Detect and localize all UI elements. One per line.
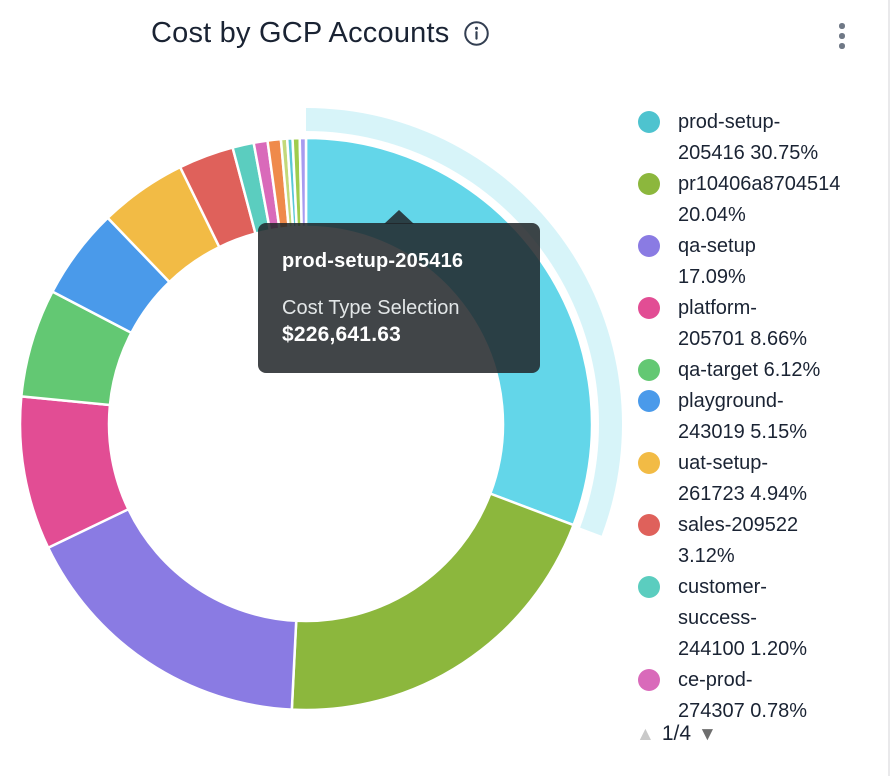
page-title: Cost by GCP Accounts bbox=[151, 17, 450, 49]
legend-item-prod-setup-205416[interactable]: prod-setup- 205416 30.75% bbox=[638, 107, 888, 169]
legend-list: prod-setup- 205416 30.75% pr10406a8704514 2… bbox=[638, 107, 888, 722]
legend-swatch bbox=[638, 173, 660, 195]
pie-slice-pr10406a8704514[interactable] bbox=[290, 492, 575, 712]
info-circle-icon bbox=[464, 21, 490, 46]
legend-item-sales-209522[interactable]: sales-209522 3.12% bbox=[638, 510, 888, 572]
legend-pagination: ▲ 1/4 ▼ bbox=[636, 722, 717, 746]
legend-label: customer-success- 244100 1.20% bbox=[678, 576, 808, 660]
donut-chart[interactable] bbox=[0, 0, 640, 776]
legend-swatch bbox=[638, 514, 660, 536]
legend-item-customer-success-244100[interactable]: customer-success- 244100 1.20% bbox=[638, 572, 888, 665]
tooltip-value: $226,641.63 bbox=[282, 323, 401, 346]
legend-swatch bbox=[638, 669, 660, 691]
legend-page-up-icon[interactable]: ▲ bbox=[636, 723, 655, 745]
legend-item-qa-target[interactable]: qa-target 6.12% bbox=[638, 355, 888, 386]
legend-label: ce-prod- 274307 0.78% bbox=[678, 669, 808, 722]
legend-item-playground-243019[interactable]: playground- 243019 5.15% bbox=[638, 386, 888, 448]
legend-label: qa-target 6.12% bbox=[678, 359, 821, 381]
legend-label: uat-setup- 261723 4.94% bbox=[678, 452, 808, 505]
pie-slice-other-5[interactable] bbox=[298, 136, 308, 229]
legend-label: qa-setup 17.09% bbox=[678, 235, 756, 288]
legend-label: platform- 205701 8.66% bbox=[678, 297, 808, 350]
widget-header: Cost by GCP Accounts bbox=[151, 17, 490, 50]
legend-swatch bbox=[638, 359, 660, 381]
kebab-menu-icon bbox=[839, 33, 845, 39]
chart-tooltip: prod-setup-205416 Cost Type Selection $2… bbox=[258, 210, 540, 373]
chart-legend: prod-setup- 205416 30.75% pr10406a8704514 2… bbox=[638, 107, 888, 722]
legend-swatch bbox=[638, 235, 660, 257]
legend-swatch bbox=[638, 111, 660, 133]
legend-swatch bbox=[638, 297, 660, 319]
legend-label: pr10406a8704514 20.04% bbox=[678, 173, 841, 226]
legend-item-uat-setup-261723[interactable]: uat-setup- 261723 4.94% bbox=[638, 448, 888, 510]
kebab-menu-icon bbox=[839, 43, 845, 49]
legend-label: prod-setup- 205416 30.75% bbox=[678, 111, 819, 164]
legend-page-indicator: 1/4 bbox=[661, 722, 692, 745]
legend-swatch bbox=[638, 452, 660, 474]
legend-label: sales-209522 3.12% bbox=[678, 514, 799, 567]
pie-slice-qa-setup[interactable] bbox=[46, 507, 298, 711]
legend-page-down-icon[interactable]: ▼ bbox=[698, 723, 717, 745]
tooltip-series-label: Cost Type Selection bbox=[282, 297, 460, 319]
tooltip-title: prod-setup-205416 bbox=[282, 250, 464, 272]
legend-item-ce-prod-274307[interactable]: ce-prod- 274307 0.78% bbox=[638, 665, 888, 722]
legend-swatch bbox=[638, 390, 660, 412]
legend-label: playground- 243019 5.15% bbox=[678, 390, 808, 443]
legend-item-qa-setup[interactable]: qa-setup 17.09% bbox=[638, 231, 888, 293]
legend-swatch bbox=[638, 576, 660, 598]
kebab-menu-icon bbox=[839, 23, 845, 29]
legend-item-pr10406a8704514[interactable]: pr10406a8704514 20.04% bbox=[638, 169, 888, 231]
widget-menu-button[interactable] bbox=[828, 14, 856, 58]
legend-item-platform-205701[interactable]: platform- 205701 8.66% bbox=[638, 293, 888, 355]
info-icon[interactable] bbox=[463, 20, 490, 47]
